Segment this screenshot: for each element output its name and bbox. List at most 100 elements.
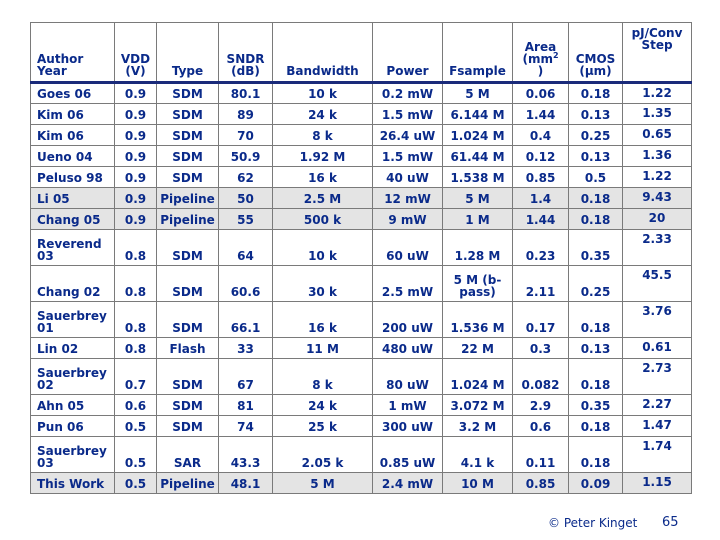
table-cell: SDM: [156, 82, 219, 104]
table-cell: 10 M: [442, 472, 513, 494]
table-cell: Reverend 03: [30, 229, 115, 266]
table-cell: 3.76: [622, 301, 692, 338]
table-cell: 1.15: [622, 472, 692, 494]
table-cell: 25 k: [272, 415, 373, 437]
table-cell: 0.5: [114, 436, 157, 473]
table-cell: Pipeline: [156, 187, 219, 209]
table-cell: 26.4 uW: [372, 124, 443, 146]
header-row: Author Year VDD (V) Type SNDR (dB) Bandwidt…: [30, 22, 692, 84]
table-cell: 2.73: [622, 358, 692, 395]
table-cell: 60 uW: [372, 229, 443, 266]
table-cell: Chang 02: [30, 265, 115, 302]
table-row: Sauerbrey 02 0.7 SDM 67 8 k 80 uW 1.024 M 0.082 0…: [30, 358, 692, 395]
table-cell: 1.44: [512, 208, 569, 230]
table-cell: 67: [218, 358, 273, 395]
table-cell: 24 k: [272, 103, 373, 125]
table-cell: 0.85 uW: [372, 436, 443, 473]
table-cell: 0.3: [512, 337, 569, 359]
footer-credit: © Peter Kinget: [548, 516, 638, 530]
table-cell: 0.13: [568, 337, 623, 359]
table-row: Sauerbrey 01 0.8 SDM 66.1 16 k 200 uW 1.536 M 0.…: [30, 301, 692, 338]
table-cell: 1.024 M: [442, 358, 513, 395]
table-cell: 0.9: [114, 166, 157, 188]
table-cell: 2.9: [512, 394, 569, 416]
table-cell: 0.5: [114, 415, 157, 437]
table-cell: 24 k: [272, 394, 373, 416]
table-cell: 0.5: [114, 472, 157, 494]
table-cell: 8 k: [272, 358, 373, 395]
table-cell: 0.18: [568, 415, 623, 437]
header-power: Power: [372, 22, 443, 84]
table-cell: 30 k: [272, 265, 373, 302]
table-cell: 4.1 k: [442, 436, 513, 473]
table-cell: 2.33: [622, 229, 692, 266]
table-cell: 2.05 k: [272, 436, 373, 473]
header-type: Type: [156, 22, 219, 84]
table-row: Lin 02 0.8 Flash 33 11 M 480 uW 22 M 0.3 0.13 0.6…: [30, 337, 692, 359]
table-cell: 0.11: [512, 436, 569, 473]
table-cell: 50: [218, 187, 273, 209]
table-cell: 0.9: [114, 208, 157, 230]
table-cell: 0.12: [512, 145, 569, 167]
table-cell: SDM: [156, 265, 219, 302]
table-cell: 3.2 M: [442, 415, 513, 437]
table-cell: Chang 05: [30, 208, 115, 230]
table-cell: 16 k: [272, 166, 373, 188]
table-cell: 6.144 M: [442, 103, 513, 125]
table-row: Reverend 03 0.8 SDM 64 10 k 60 uW 1.28 M 0.23 0.3…: [30, 229, 692, 266]
table-cell: 0.18: [568, 358, 623, 395]
table-cell: 55: [218, 208, 273, 230]
table-cell: 0.6: [114, 394, 157, 416]
table-cell: 0.18: [568, 82, 623, 104]
table-cell: 0.17: [512, 301, 569, 338]
header-author-year: Author Year: [30, 22, 115, 84]
table-cell: 1.5 mW: [372, 145, 443, 167]
table-cell: 0.8: [114, 301, 157, 338]
table-cell: 1.538 M: [442, 166, 513, 188]
table-cell: Kim 06: [30, 103, 115, 125]
header-vdd: VDD (V): [114, 22, 157, 84]
table-cell: 0.13: [568, 103, 623, 125]
header-sndr: SNDR (dB): [218, 22, 273, 84]
table-cell: 2.27: [622, 394, 692, 416]
table-cell: 1.22: [622, 166, 692, 188]
table-cell: Sauerbrey 01: [30, 301, 115, 338]
table-cell: Kim 06: [30, 124, 115, 146]
table-cell: 0.13: [568, 145, 623, 167]
table-cell: Pipeline: [156, 208, 219, 230]
table-cell: 2.4 mW: [372, 472, 443, 494]
table-cell: SDM: [156, 145, 219, 167]
header-fsample: Fsample: [442, 22, 513, 84]
table-cell: 43.3: [218, 436, 273, 473]
table-cell: 0.4: [512, 124, 569, 146]
table-cell: Sauerbrey 02: [30, 358, 115, 395]
table-cell: 10 k: [272, 229, 373, 266]
table-cell: 2.11: [512, 265, 569, 302]
table-cell: 0.18: [568, 187, 623, 209]
table-cell: 45.5: [622, 265, 692, 302]
table-cell: 16 k: [272, 301, 373, 338]
table-cell: SDM: [156, 394, 219, 416]
header-area: Area (mm2): [512, 22, 569, 84]
table-cell: 0.85: [512, 472, 569, 494]
table-cell: 1.74: [622, 436, 692, 473]
table-cell: SDM: [156, 301, 219, 338]
table-cell: 60.6: [218, 265, 273, 302]
header-cmos: CMOS (μm): [568, 22, 623, 84]
table-cell: 0.35: [568, 229, 623, 266]
table-body: Goes 06 0.9 SDM 80.1 10 k 0.2 mW 5 M 0.06 0.18 1.…: [30, 82, 692, 494]
table-cell: 0.35: [568, 394, 623, 416]
header-energy: pJ/Conv Step: [622, 22, 692, 84]
table-cell: SDM: [156, 358, 219, 395]
table-cell: 64: [218, 229, 273, 266]
table-cell: SDM: [156, 166, 219, 188]
table-cell: 0.18: [568, 208, 623, 230]
header-bandwidth: Bandwidth: [272, 22, 373, 84]
table-cell: 0.9: [114, 145, 157, 167]
table-cell: Goes 06: [30, 82, 115, 104]
table-cell: 0.2 mW: [372, 82, 443, 104]
table-row: This Work 0.5 Pipeline 48.1 5 M 2.4 mW 10 M 0.8…: [30, 472, 692, 494]
table-row: Goes 06 0.9 SDM 80.1 10 k 0.2 mW 5 M 0.06 0.18 1.…: [30, 82, 692, 104]
